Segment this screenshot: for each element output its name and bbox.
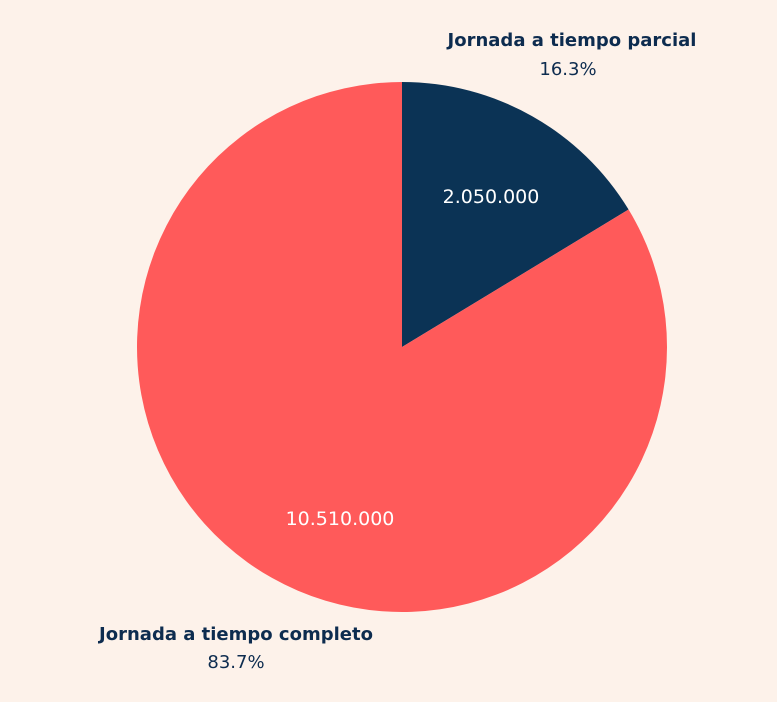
- slice-percent-label-full-time: 83.7%: [207, 652, 264, 673]
- slice-category-label-full-time: Jornada a tiempo completo: [97, 624, 373, 645]
- slice-value-label-full-time: 10.510.000: [286, 508, 395, 530]
- pie-slice-part-time: [402, 82, 629, 347]
- slice-percent-label-part-time: 16.3%: [539, 59, 596, 80]
- outer-category-labels: Jornada a tiempo parcial 16.3% Jornada a…: [97, 30, 696, 673]
- slice-category-label-part-time: Jornada a tiempo parcial: [446, 30, 697, 51]
- slice-value-label-part-time: 2.050.000: [443, 186, 540, 208]
- inner-value-labels: 2.050.000 10.510.000: [286, 186, 540, 530]
- pie-slices: [137, 82, 667, 612]
- pie-slice-full-time: [137, 82, 667, 612]
